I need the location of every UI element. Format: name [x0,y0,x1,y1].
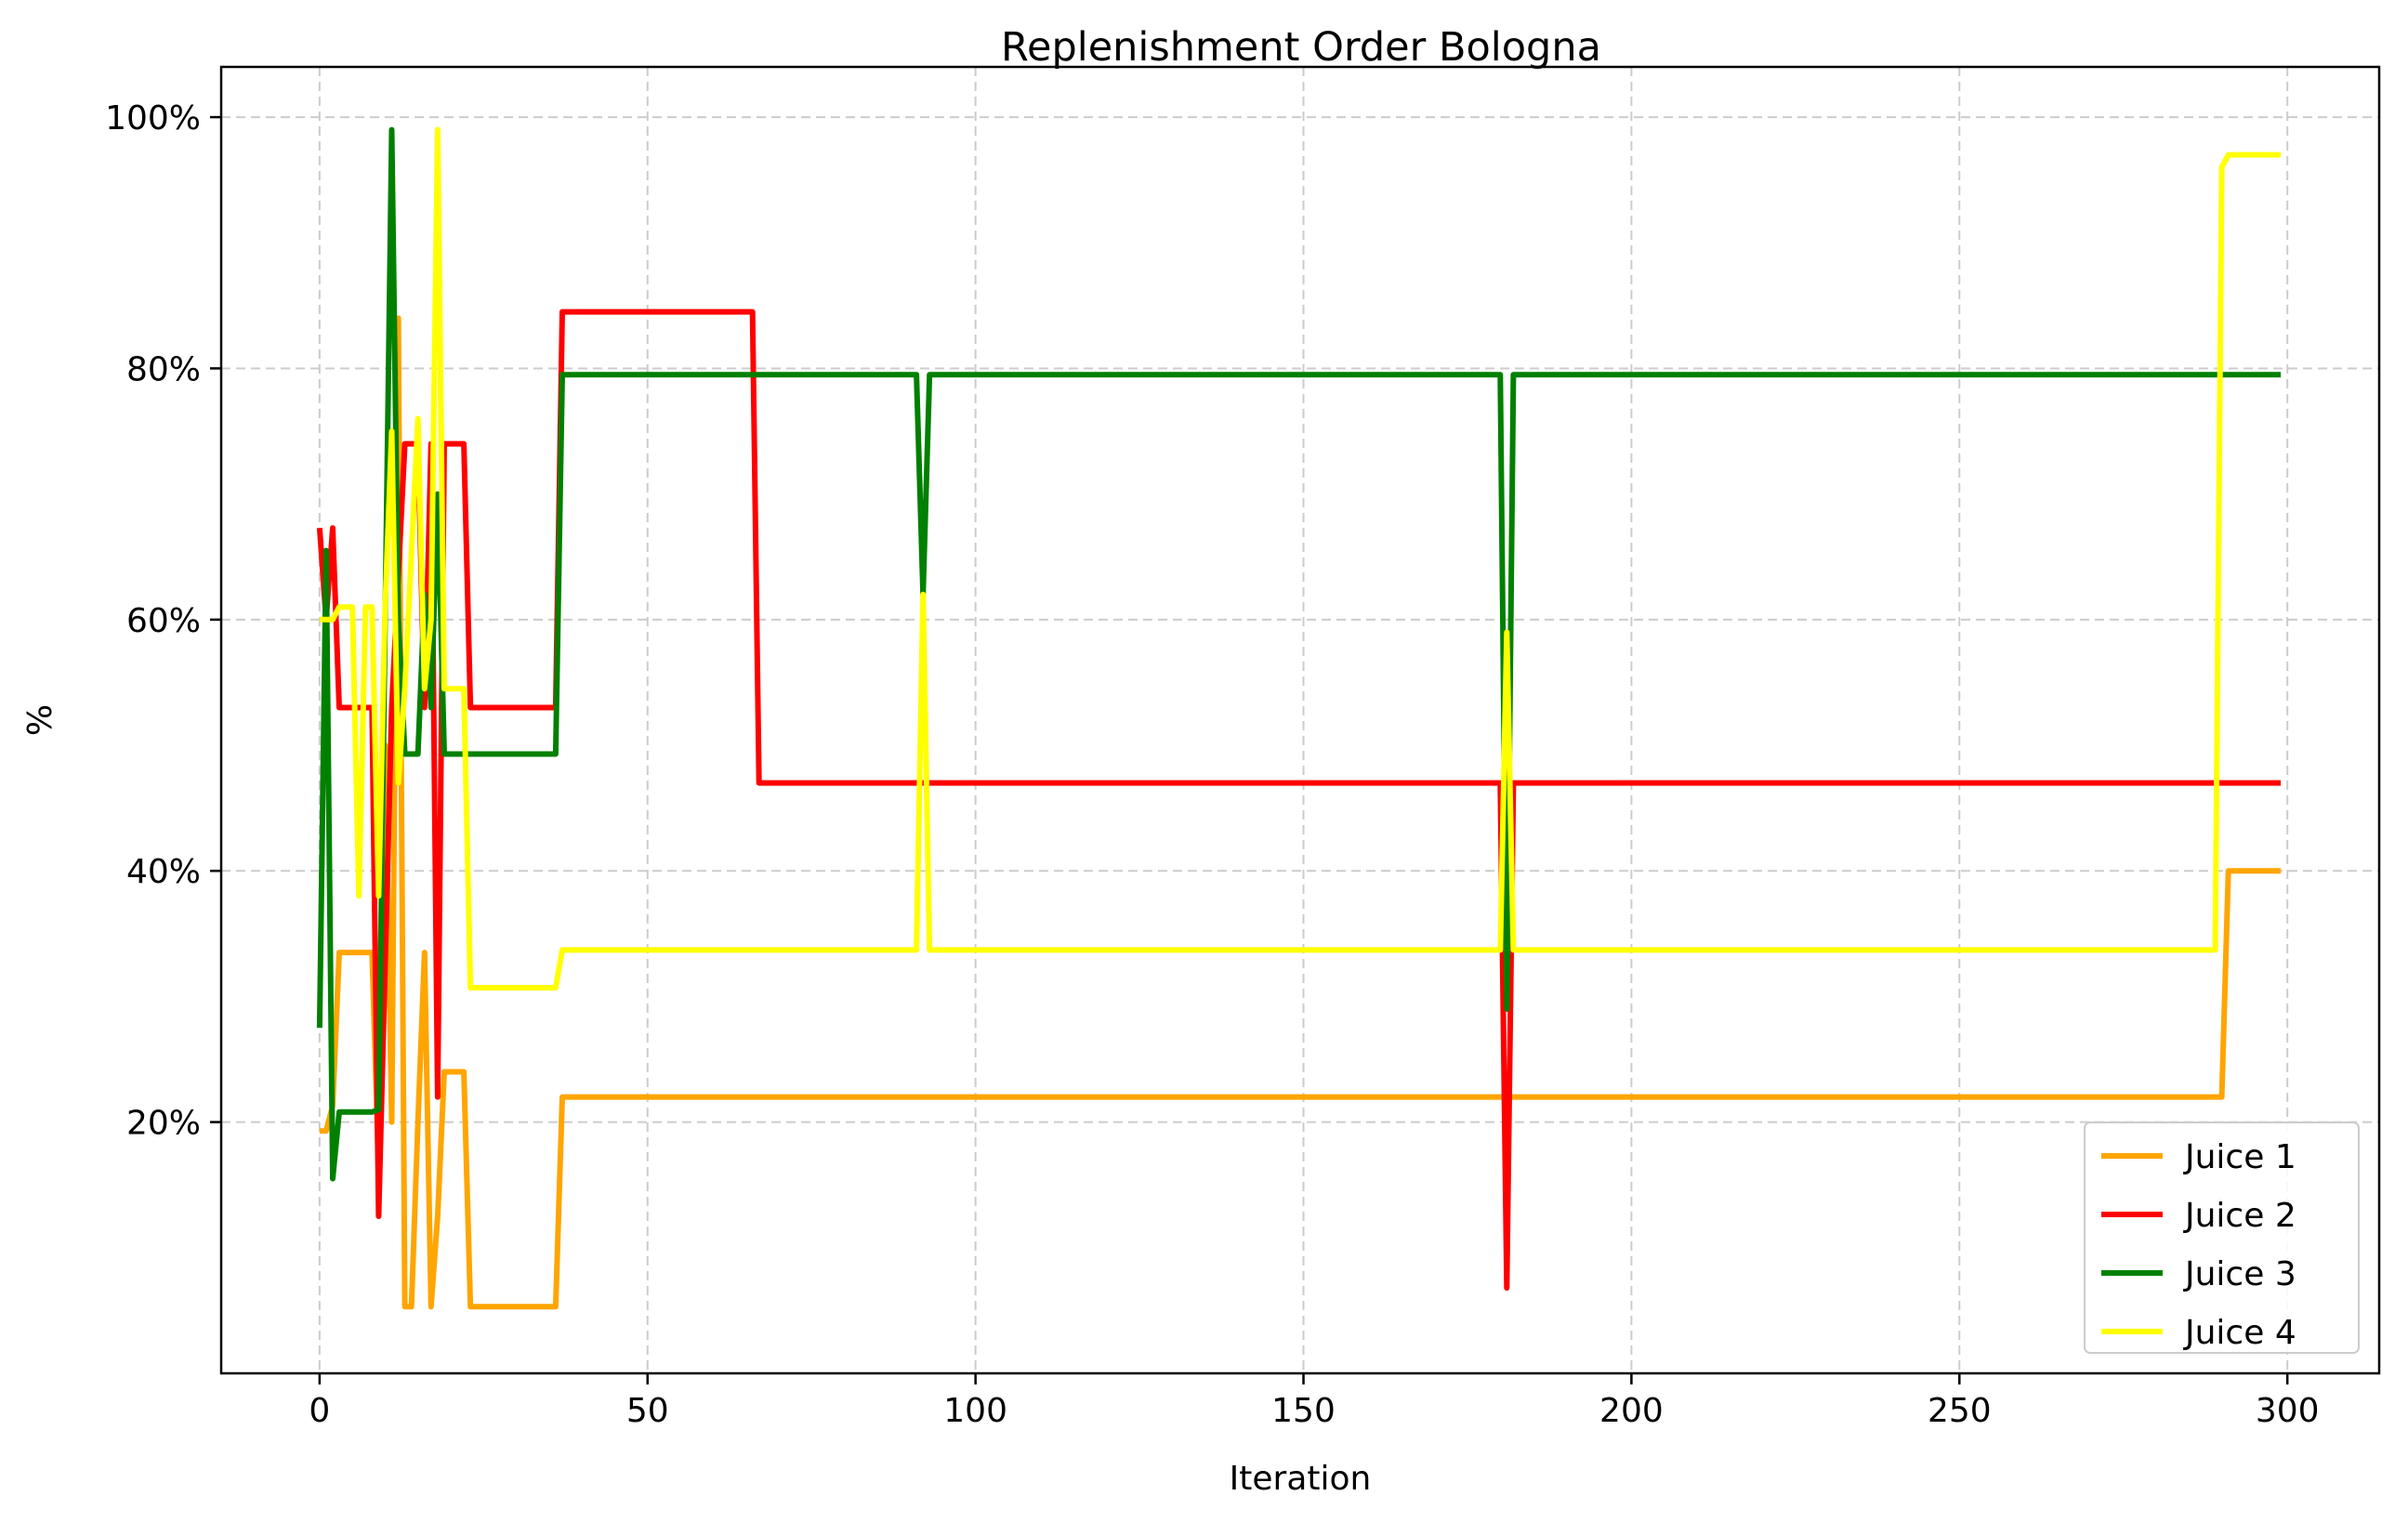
x-tick-label: 300 [2256,1392,2320,1430]
y-tick-label: 40% [126,853,201,891]
legend-label: Juice 1 [2183,1138,2296,1176]
x-tick-label: 200 [1599,1392,1664,1430]
legend-label: Juice 2 [2183,1197,2296,1235]
x-axis-title: Iteration [1230,1460,1372,1498]
legend-box [2084,1122,2360,1354]
y-axis-title: % [21,704,59,736]
x-tick-label: 250 [1928,1392,1992,1430]
x-tick-label: 150 [1271,1392,1336,1430]
x-tick-label: 0 [309,1392,330,1430]
series-line-juice-1 [319,315,2282,1310]
x-tick-label: 50 [626,1392,669,1430]
chart-title: Replenishment Order Bologna [1001,24,1601,71]
x-tick-label: 100 [943,1392,1007,1430]
series-line-juice-4 [319,126,2282,991]
legend: Juice 1 Juice 2 Juice 3 Juice 4 [2084,1122,2360,1354]
y-tick-label: 20% [126,1105,201,1143]
y-tick-label: 60% [126,602,201,640]
series-lines [316,126,2282,1310]
y-tick-label: 100% [105,99,201,138]
legend-label: Juice 3 [2183,1255,2296,1293]
y-tick-label: 80% [126,350,201,388]
axes: 0 50 100 150 200 250 300 20% 40% 60% 80% 100% [105,99,2319,1430]
legend-label: Juice 4 [2183,1314,2296,1352]
plot-area-frame [219,65,2381,1375]
